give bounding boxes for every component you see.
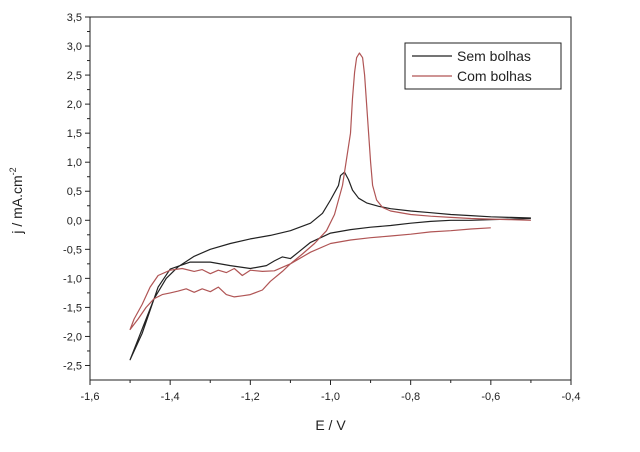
legend-box (404, 42, 562, 90)
y-axis-label: j / mA.cm-2 (8, 167, 25, 234)
y-tick-label: -0,5 (63, 244, 82, 256)
series-line-com-bolhas (129, 52, 531, 331)
x-tick-label: -1,0 (321, 391, 340, 403)
x-tick-label: -1,4 (161, 391, 180, 403)
x-tick-label: -1,2 (241, 391, 260, 403)
y-axis-label-main: j / mA.cm (9, 175, 25, 234)
x-axis-ticks: -1,6 -1,4 -1,2 -1,0 -0,8 -0,6 -0,4 (81, 380, 581, 403)
y-tick-label: 2,0 (67, 99, 82, 111)
series-line-sem-bolhas (129, 171, 531, 361)
y-tick-label: 3,0 (67, 41, 82, 53)
y-tick-label: -1,0 (63, 273, 82, 285)
x-tick-label: -0,6 (481, 391, 500, 403)
y-tick-label: 1,5 (67, 128, 82, 140)
y-tick-label: 1,0 (67, 157, 82, 169)
y-axis-label-superscript: -2 (8, 167, 18, 175)
y-tick-label: -1,5 (63, 302, 82, 314)
y-tick-label: -2,5 (63, 360, 82, 372)
series-layer (129, 52, 531, 361)
y-tick-label: 0,5 (67, 186, 82, 198)
x-tick-label: -1,6 (81, 391, 100, 403)
legend-label-com-bolhas: Com bolhas (457, 68, 532, 84)
x-tick-label: -0,8 (401, 391, 420, 403)
legend-label-sem-bolhas: Sem bolhas (457, 48, 531, 64)
y-tick-label: -2,0 (63, 331, 82, 343)
x-axis-label: E / V (315, 417, 346, 433)
y-axis-ticks: -2,5 -2,0 -1,5 -1,0 -0,5 0,0 0,5 1,0 1,5 2,0 2,5 3,… (63, 12, 90, 372)
y-tick-label: 2,5 (67, 70, 82, 82)
x-tick-label: -0,4 (562, 391, 581, 403)
legend: Sem bolhas Com bolhas (404, 42, 562, 90)
y-tick-label: 0,0 (67, 215, 82, 227)
y-tick-label: 3,5 (67, 12, 82, 24)
